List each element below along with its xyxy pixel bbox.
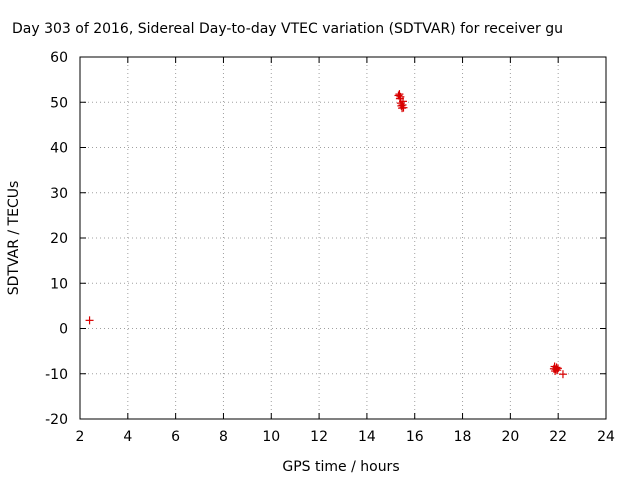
plot-frame: [79, 56, 607, 420]
y-tick-label: 30: [50, 186, 68, 202]
data-point: [558, 370, 567, 379]
data-point: [85, 316, 94, 325]
x-tick-label: 10: [262, 429, 280, 445]
y-tick-label: 20: [50, 231, 68, 247]
y-tick-label: -20: [45, 412, 68, 428]
x-tick-label: 24: [597, 429, 615, 445]
x-tick-label: 16: [406, 429, 424, 445]
y-axis: -20 -10 0 10 20 30 40 50 60: [45, 50, 606, 428]
y-tick-label: 60: [50, 50, 68, 66]
x-tick-label: 18: [454, 429, 472, 445]
y-axis-label: SDTVAR / TECUs: [6, 181, 22, 296]
x-axis: 2 4 6 8 10 12 14 16 18 20 22 24: [76, 57, 615, 445]
y-tick-label: 0: [59, 322, 68, 338]
x-tick-label: 6: [171, 429, 180, 445]
x-tick-label: 2: [76, 429, 85, 445]
x-tick-label: 4: [123, 429, 132, 445]
x-tick-label: 20: [501, 429, 519, 445]
x-tick-label: 22: [549, 429, 567, 445]
data-point: [553, 364, 562, 373]
y-tick-label: 50: [50, 95, 68, 111]
data-point: [553, 366, 562, 375]
data-series: [85, 90, 567, 379]
y-tick-label: -10: [45, 367, 68, 383]
x-tick-label: 12: [310, 429, 328, 445]
y-tick-label: 40: [50, 141, 68, 157]
x-tick-label: 14: [358, 429, 376, 445]
y-tick-label: 10: [50, 276, 68, 292]
chart-title: Day 303 of 2016, Sidereal Day-to-day VTE…: [12, 21, 563, 37]
x-tick-label: 8: [219, 429, 228, 445]
grid: [80, 57, 606, 419]
data-point: [399, 103, 408, 112]
x-axis-label: GPS time / hours: [282, 459, 399, 475]
